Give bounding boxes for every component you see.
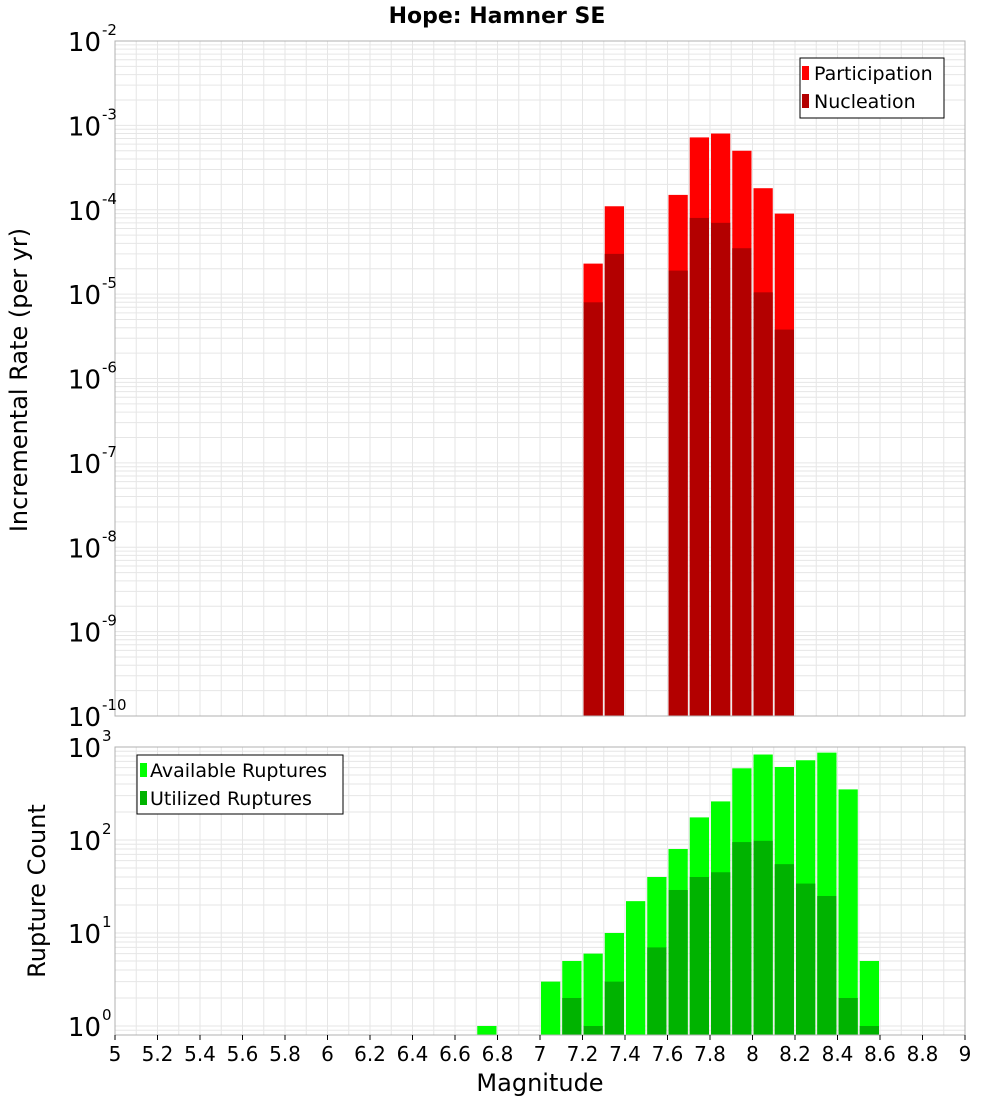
top-legend: Participation Nucleation: [799, 57, 945, 119]
bar-nucleation: [668, 270, 688, 716]
top-y-tick-label: 10: [68, 28, 101, 58]
x-tick-label: 6: [321, 1042, 334, 1066]
chart-title: Hope: Hamner SE: [389, 4, 606, 29]
top-y-tick-label: 10: [68, 534, 101, 564]
bottom-y-tick-label: 10: [68, 734, 101, 764]
top-y-tick-exponent: -7: [102, 443, 117, 461]
x-tick-label: 8: [746, 1042, 759, 1066]
legend-swatch-participation: [802, 66, 809, 80]
bottom-y-tick-label: 10: [68, 1013, 101, 1043]
bottom-y-tick-exponent: 2: [102, 820, 112, 838]
legend-swatch-available: [140, 763, 147, 777]
legend-label-available: Available Ruptures: [150, 760, 327, 782]
x-tick-label: 8.6: [864, 1042, 896, 1066]
x-tick-label: 7: [534, 1042, 547, 1066]
bar-utilized-ruptures: [796, 883, 816, 1035]
legend-label-participation: Participation: [814, 63, 933, 85]
x-tick-label: 5.4: [184, 1042, 216, 1066]
bar-available-ruptures: [626, 901, 646, 1035]
top-y-tick-exponent: -5: [102, 274, 117, 292]
x-tick-label: 7.4: [609, 1042, 641, 1066]
top-y-tick-label: 10: [68, 703, 101, 733]
top-y-tick-label: 10: [68, 619, 101, 649]
bar-utilized-ruptures: [689, 877, 709, 1035]
bar-utilized-ruptures: [753, 840, 773, 1035]
bar-available-ruptures: [583, 953, 603, 1035]
x-tick-label: 5: [109, 1042, 122, 1066]
top-y-tick-exponent: -9: [102, 612, 117, 630]
bottom-legend-box: [136, 754, 344, 815]
bottom-y-tick-exponent: 3: [102, 727, 112, 745]
bar-nucleation: [753, 292, 773, 716]
bar-utilized-ruptures: [732, 842, 752, 1035]
x-tick-label: 6.2: [354, 1042, 386, 1066]
bar-utilized-ruptures: [583, 1025, 603, 1035]
bar-utilized-ruptures: [562, 997, 582, 1035]
x-tick-label: 5.6: [227, 1042, 259, 1066]
bar-utilized-ruptures: [668, 889, 688, 1035]
bar-nucleation: [583, 302, 603, 716]
legend-label-nucleation: Nucleation: [814, 91, 916, 113]
bar-utilized-ruptures: [817, 895, 837, 1035]
x-tick-label: 6.6: [439, 1042, 471, 1066]
bar-nucleation: [689, 217, 709, 716]
x-tick-label: 7.2: [567, 1042, 599, 1066]
bar-nucleation: [732, 248, 752, 717]
x-tick-label: 6.8: [482, 1042, 514, 1066]
bar-utilized-ruptures: [647, 947, 667, 1035]
x-axis-ticks: 5 5.2 5.4 5.6 5.8 6 6.2 6.4 6.6 6.8 7 7.2 7.4 7.6 7.8 8…: [109, 1035, 972, 1066]
top-y-tick-label: 10: [68, 197, 101, 227]
top-legend-box: [799, 57, 945, 119]
bar-available-ruptures: [859, 960, 879, 1035]
legend-swatch-nucleation: [802, 94, 809, 108]
bar-utilized-ruptures: [711, 872, 731, 1035]
top-plot-frame: [114, 40, 966, 717]
x-tick-label: 7.6: [652, 1042, 684, 1066]
top-y-tick-label: 10: [68, 450, 101, 480]
x-tick-label: 7.8: [694, 1042, 726, 1066]
bottom-y-tick-label: 10: [68, 920, 101, 950]
bar-nucleation: [711, 222, 731, 716]
bottom-y-axis-label: Rupture Count: [23, 804, 51, 978]
top-y-tick-exponent: -6: [102, 359, 117, 377]
bar-available-ruptures: [477, 1025, 497, 1035]
top-y-tick-label: 10: [68, 281, 101, 311]
bottom-legend: Available Ruptures Utilized Ruptures: [136, 754, 344, 815]
x-tick-label: 8.4: [822, 1042, 854, 1066]
top-y-tick-exponent: -8: [102, 527, 117, 545]
bottom-y-tick-label: 10: [68, 827, 101, 857]
bar-utilized-ruptures: [774, 864, 794, 1035]
bottom-y-tick-exponent: 0: [102, 1006, 112, 1024]
bar-utilized-ruptures: [838, 997, 858, 1035]
bar-utilized-ruptures: [859, 1025, 879, 1035]
top-y-tick-exponent: -2: [102, 21, 117, 39]
top-y-tick-label: 10: [68, 112, 101, 142]
top-y-tick-label: 10: [68, 366, 101, 396]
bar-nucleation: [604, 253, 624, 716]
bar-utilized-ruptures: [604, 981, 624, 1035]
x-tick-label: 8.2: [779, 1042, 811, 1066]
top-y-axis-label: Incremental Rate (per yr): [5, 228, 33, 532]
x-tick-label: 8.8: [907, 1042, 939, 1066]
bar-available-ruptures: [838, 789, 858, 1035]
bar-available-ruptures: [541, 981, 561, 1035]
legend-swatch-utilized: [140, 791, 147, 805]
x-tick-label: 9: [959, 1042, 972, 1066]
x-tick-label: 5.2: [142, 1042, 174, 1066]
x-tick-label: 5.8: [269, 1042, 301, 1066]
bottom-y-tick-exponent: 1: [102, 913, 112, 931]
x-tick-label: 6.4: [397, 1042, 429, 1066]
top-y-tick-exponent: -4: [102, 190, 117, 208]
top-y-tick-exponent: -3: [102, 105, 117, 123]
legend-label-utilized: Utilized Ruptures: [150, 788, 312, 810]
top-y-tick-exponent: -10: [102, 696, 127, 714]
x-axis-label: Magnitude: [476, 1069, 603, 1097]
bar-nucleation: [774, 329, 794, 716]
